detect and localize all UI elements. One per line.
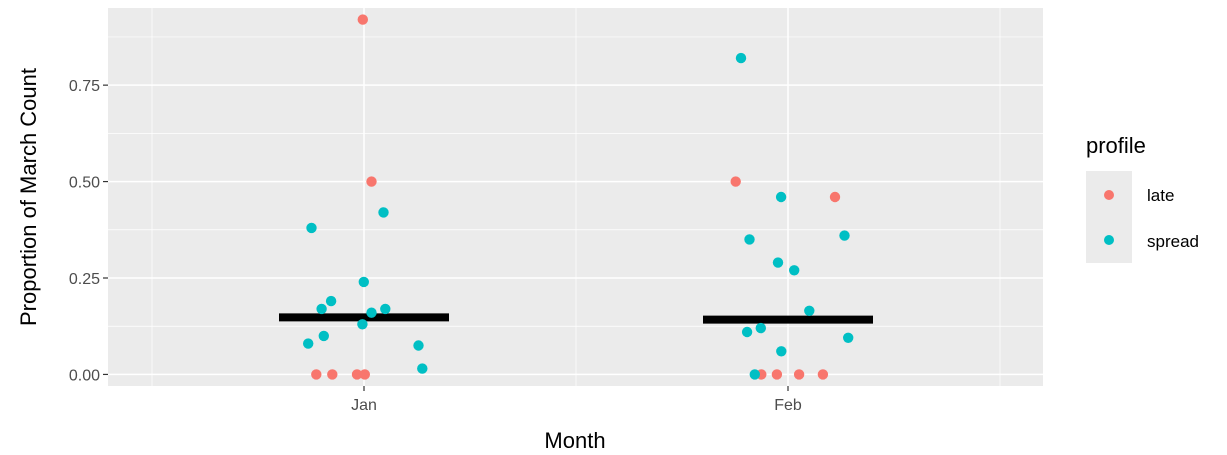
- x-tick-label: Jan: [351, 397, 377, 414]
- point-spread: [775, 191, 787, 203]
- point-spread: [417, 363, 428, 374]
- point-spread: [735, 52, 747, 64]
- point-late: [366, 176, 377, 187]
- point-spread: [316, 303, 327, 315]
- point-spread: [744, 234, 755, 245]
- point-spread: [755, 322, 766, 334]
- point-spread: [741, 326, 753, 338]
- point-spread: [749, 369, 760, 380]
- x-tick-label: Feb: [774, 397, 802, 414]
- point-late: [730, 176, 741, 187]
- data-points: [303, 14, 854, 380]
- legend-key-spread-marker: [1104, 235, 1114, 245]
- point-spread: [325, 295, 337, 307]
- point-late: [357, 14, 368, 25]
- summary-lines: [279, 313, 873, 324]
- point-late: [829, 191, 841, 203]
- legend: profile late spread: [1086, 133, 1199, 263]
- point-spread: [804, 305, 815, 316]
- point-spread: [772, 257, 784, 268]
- y-tick-label: 0.25: [69, 271, 100, 288]
- point-spread: [303, 338, 314, 349]
- point-spread: [413, 340, 424, 351]
- x-axis: Jan Feb: [351, 386, 802, 414]
- point-spread: [358, 276, 369, 288]
- point-late: [311, 369, 322, 380]
- plot-panel: [108, 8, 1043, 386]
- point-late: [771, 369, 783, 380]
- point-spread: [789, 265, 800, 276]
- legend-key-late-marker: [1104, 190, 1114, 200]
- y-axis-title: Proportion of March Count: [16, 68, 41, 326]
- point-spread: [843, 332, 854, 343]
- point-spread: [378, 207, 389, 218]
- x-axis-title: Month: [544, 428, 605, 453]
- point-spread: [306, 222, 317, 234]
- point-spread: [318, 330, 329, 342]
- y-tick-label: 0.75: [69, 78, 100, 95]
- point-spread: [776, 346, 787, 357]
- point-spread: [380, 303, 391, 315]
- legend-label-spread: spread: [1147, 232, 1199, 251]
- legend-label-late: late: [1147, 186, 1174, 205]
- y-axis: 0.00 0.25 0.50 0.75: [69, 78, 108, 384]
- y-tick-label: 0.00: [69, 367, 100, 384]
- point-late: [817, 369, 829, 380]
- point-late: [793, 369, 805, 380]
- legend-title: profile: [1086, 133, 1146, 158]
- point-spread: [366, 307, 377, 318]
- point-spread: [357, 319, 368, 330]
- point-spread: [839, 230, 850, 241]
- point-late: [359, 369, 370, 380]
- point-late: [351, 369, 363, 380]
- y-tick-label: 0.50: [69, 175, 100, 192]
- point-late: [327, 369, 338, 380]
